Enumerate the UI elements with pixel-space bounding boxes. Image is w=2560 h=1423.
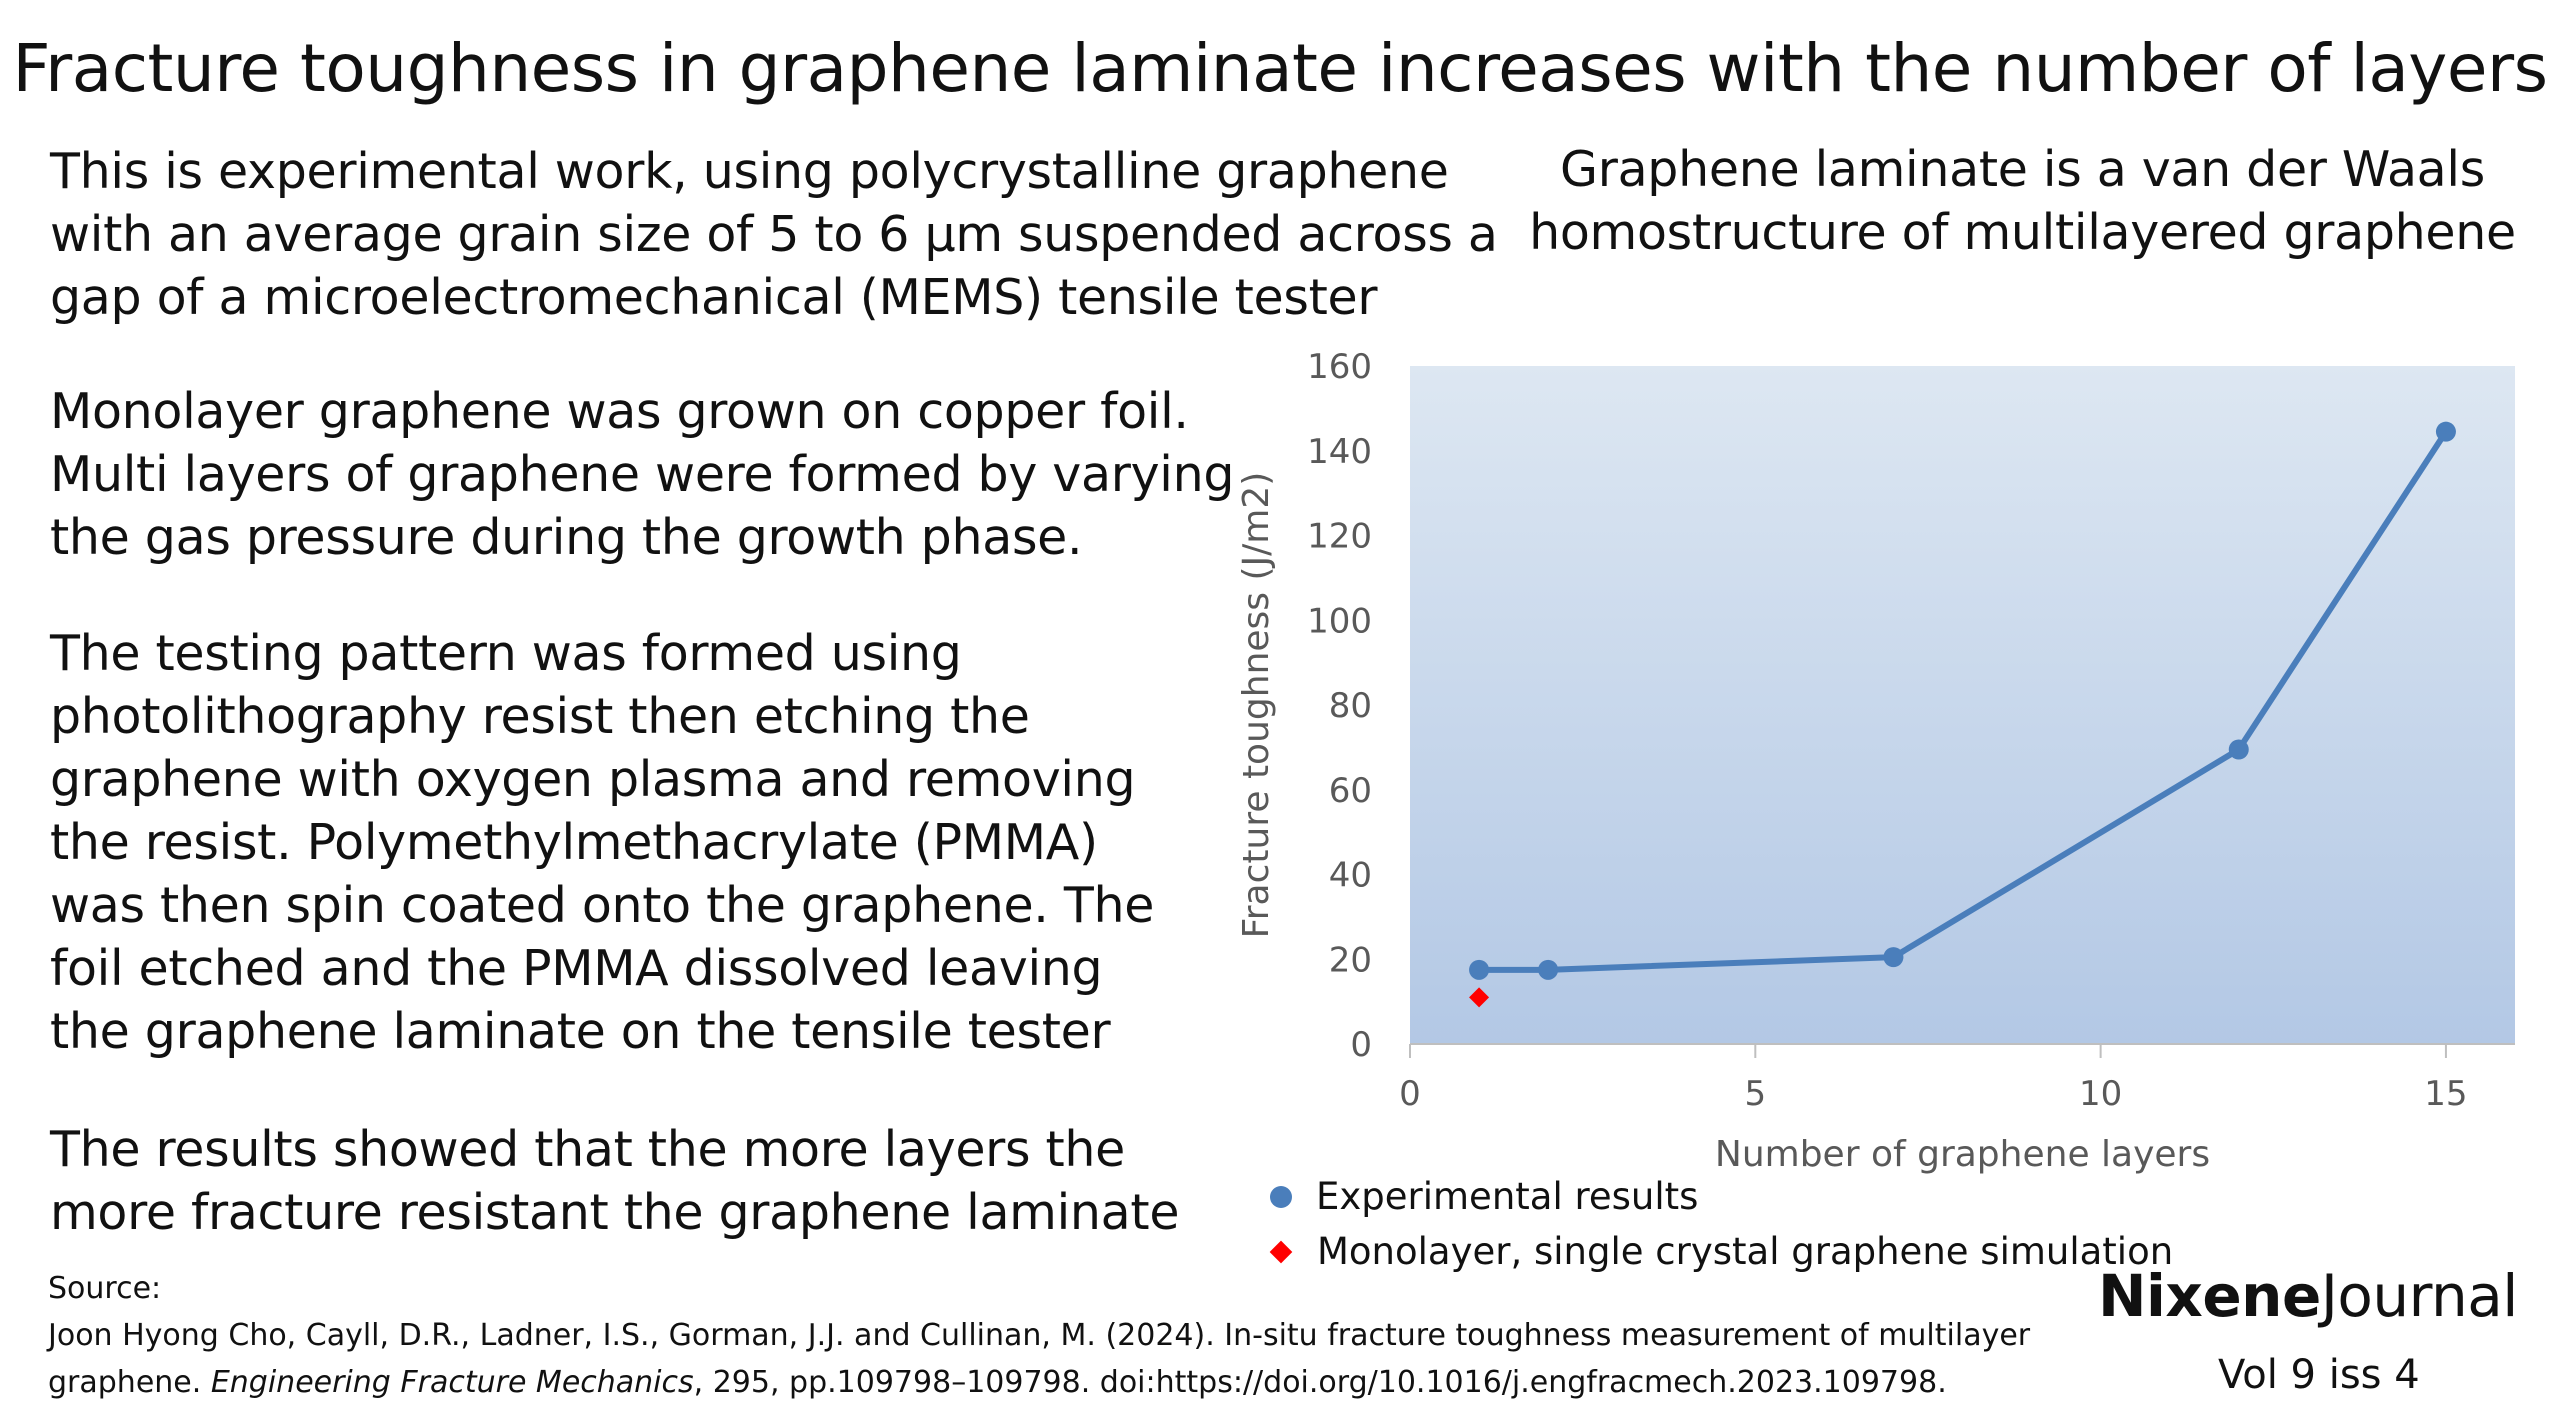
text-line: gap of a microelectromechanical (MEMS) t… <box>50 269 1378 326</box>
data-point-experimental <box>1538 959 1559 980</box>
y-tick-label: 120 <box>1307 517 1372 557</box>
results-paragraph: The results showed that the more layers … <box>50 1118 1179 1244</box>
chart-heading-line: Graphene laminate is a van der Waals <box>1560 141 2485 198</box>
x-axis-label: Number of graphene layers <box>1715 1134 2210 1175</box>
y-tick-label: 40 <box>1329 856 1372 896</box>
text-line: foil etched and the PMMA dissolved leavi… <box>50 940 1103 997</box>
text-line: photolithography resist then etching the <box>50 688 1030 745</box>
y-tick-label: 20 <box>1329 940 1372 980</box>
text-line: Monolayer graphene was grown on copper f… <box>50 383 1189 440</box>
text-line: the gas pressure during the growth phase… <box>50 509 1083 566</box>
intro-paragraph: This is experimental work, using polycry… <box>50 140 1498 329</box>
text-line: This is experimental work, using polycry… <box>50 143 1449 200</box>
legend-item-experimental: Experimental results <box>1270 1173 1698 1218</box>
brand-bold: Nixene <box>2098 1262 2321 1330</box>
diamond-marker-icon <box>1269 1240 1293 1263</box>
x-tick-label: 5 <box>1744 1074 1766 1114</box>
source-citation: Source: Joon Hyong Cho, Cayll, D.R., Lad… <box>48 1265 2030 1406</box>
text-line: was then spin coated onto the graphene. … <box>50 877 1155 934</box>
data-point-experimental <box>2228 739 2249 760</box>
y-tick-label: 80 <box>1329 686 1372 726</box>
citation-line: Joon Hyong Cho, Cayll, D.R., Ladner, I.S… <box>48 1318 2031 1353</box>
text-line: more fracture resistant the graphene lam… <box>50 1184 1180 1241</box>
issue-label: Vol 9 iss 4 <box>2218 1352 2420 1398</box>
citation-text: graphene. <box>48 1365 211 1400</box>
growth-paragraph: Monolayer graphene was grown on copper f… <box>50 380 1234 569</box>
y-tick-label: 100 <box>1307 601 1372 641</box>
text-line: graphene with oxygen plasma and removing <box>50 751 1136 808</box>
circle-marker-icon <box>1270 1185 1292 1208</box>
source-label: Source: <box>48 1271 162 1306</box>
data-point-experimental <box>2435 421 2456 442</box>
legend-label: Monolayer, single crystal graphene simul… <box>1317 1230 2174 1273</box>
chart-heading: Graphene laminate is a van der Waals hom… <box>1520 138 2525 264</box>
text-line: The testing pattern was formed using <box>50 625 962 682</box>
data-point-simulation <box>1469 987 1490 1008</box>
text-line: Multi layers of graphene were formed by … <box>50 446 1235 503</box>
text-line: with an average grain size of 5 to 6 μm … <box>50 206 1498 263</box>
y-axis-label: Fracture toughness (J/m2) <box>1236 472 1277 939</box>
legend-label: Experimental results <box>1316 1175 1699 1218</box>
citation-text: , 295, pp.109798–109798. doi:https://doi… <box>693 1365 1947 1400</box>
x-tick-label: 10 <box>2079 1074 2122 1114</box>
x-tick-label: 15 <box>2424 1074 2467 1114</box>
page-title: Fracture toughness in graphene laminate … <box>12 30 2549 107</box>
journal-name: Engineering Fracture Mechanics <box>210 1365 694 1400</box>
brand-logo: NixeneJournal <box>2098 1262 2518 1330</box>
citation-line: graphene. Engineering Fracture Mechanics… <box>48 1359 2030 1406</box>
brand-regular: Journal <box>2320 1262 2519 1330</box>
chart-heading-line: homostructure of multilayered graphene <box>1529 204 2516 261</box>
y-tick-label: 0 <box>1350 1025 1372 1065</box>
data-point-experimental <box>1883 947 1904 968</box>
text-line: the graphene laminate on the tensile tes… <box>50 1003 1111 1060</box>
y-tick-label: 140 <box>1307 432 1372 472</box>
y-tick-label: 160 <box>1307 347 1372 387</box>
text-line: the resist. Polymethylmethacrylate (PMMA… <box>50 814 1098 871</box>
text-line: The results showed that the more layers … <box>50 1121 1126 1178</box>
legend-item-simulation: Monolayer, single crystal graphene simul… <box>1269 1228 2174 1273</box>
data-point-experimental <box>1469 959 1490 980</box>
x-tick-label: 0 <box>1399 1074 1421 1114</box>
plot-area <box>1410 366 2515 1044</box>
testing-paragraph: The testing pattern was formed using pho… <box>50 622 1154 1063</box>
y-tick-label: 60 <box>1329 771 1372 811</box>
